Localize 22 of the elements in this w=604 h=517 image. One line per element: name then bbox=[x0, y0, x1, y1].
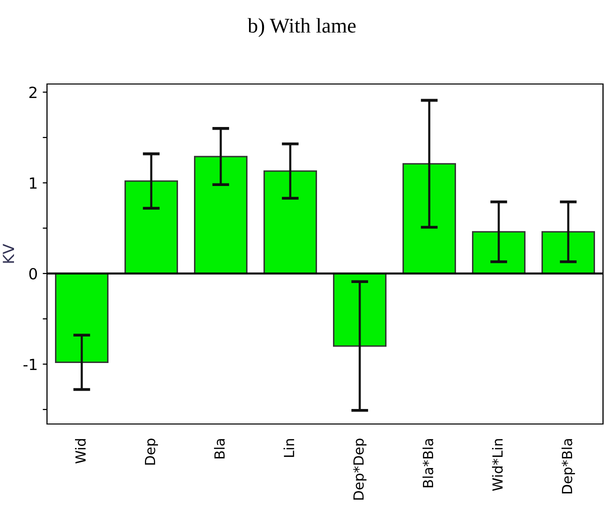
chart-title: b) With lame bbox=[248, 18, 356, 37]
bar bbox=[332, 272, 387, 347]
bar bbox=[472, 231, 526, 274]
x-tick-label: Wid*Lin bbox=[492, 439, 503, 491]
bar bbox=[541, 231, 596, 274]
x-tick-label: Lin bbox=[284, 439, 294, 457]
x-tick-label: Wid bbox=[75, 439, 86, 464]
y-tick-label: 0 bbox=[29, 268, 37, 280]
x-tick-label: Bla bbox=[214, 439, 225, 458]
bar bbox=[54, 272, 109, 364]
y-tick-label: 2 bbox=[29, 86, 36, 98]
bar bbox=[194, 156, 248, 274]
x-tick-label: Dep*Bla bbox=[562, 439, 575, 494]
bar bbox=[263, 170, 318, 274]
x-tick-label: Dep*Dep bbox=[353, 438, 366, 500]
x-tick-label: Bla*Bla bbox=[422, 439, 434, 488]
bar bbox=[402, 163, 456, 274]
y-axis-title: KV bbox=[2, 244, 14, 263]
y-tick-label: -1 bbox=[23, 358, 37, 370]
y-tick-label: 1 bbox=[30, 177, 37, 189]
x-tick-label: Dep bbox=[144, 438, 158, 465]
bar bbox=[124, 180, 178, 274]
